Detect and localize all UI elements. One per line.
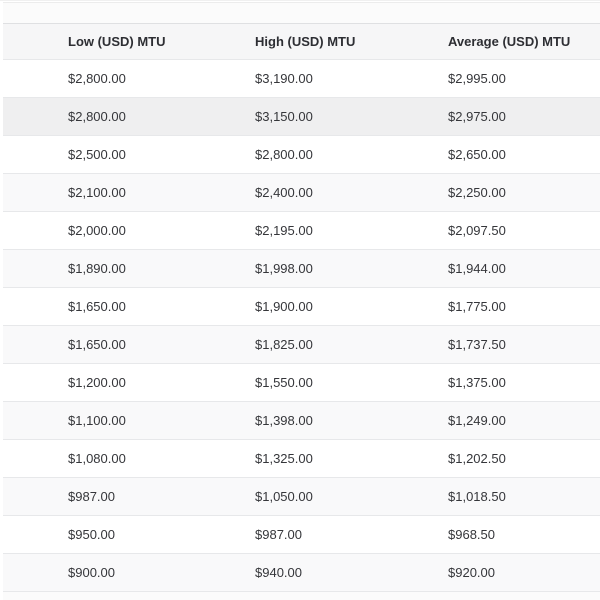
cell-average: $1,375.00: [448, 375, 506, 390]
table-row[interactable]: $1,200.00 $1,550.00 $1,375.00: [3, 364, 600, 402]
table-row[interactable]: $900.00 $940.00 $920.00: [3, 554, 600, 592]
cell-high: $1,825.00: [255, 337, 313, 352]
table-row[interactable]: $1,080.00 $1,325.00 $1,202.50: [3, 440, 600, 478]
cell-average: $1,775.00: [448, 299, 506, 314]
cell-average: $2,250.00: [448, 185, 506, 200]
cell-average: $1,249.00: [448, 413, 506, 428]
table-header-row: Low (USD) MTU High (USD) MTU Average (US…: [3, 23, 600, 60]
cell-average: $2,097.50: [448, 223, 506, 238]
cell-high: $987.00: [255, 527, 302, 542]
table-caption-strip: [3, 3, 600, 23]
cell-low: $2,000.00: [68, 223, 126, 238]
table-row[interactable]: $2,000.00 $2,195.00 $2,097.50: [3, 212, 600, 250]
cell-low: $1,200.00: [68, 375, 126, 390]
price-table-card: Low (USD) MTU High (USD) MTU Average (US…: [3, 2, 600, 600]
cell-low: $2,100.00: [68, 185, 126, 200]
column-header-high: High (USD) MTU: [255, 34, 356, 49]
cell-high: $2,195.00: [255, 223, 313, 238]
table-row[interactable]: $2,500.00 $2,800.00 $2,650.00: [3, 136, 600, 174]
table-body: $2,800.00 $3,190.00 $2,995.00 $2,800.00 …: [3, 60, 600, 592]
table-row[interactable]: $950.00 $987.00 $968.50: [3, 516, 600, 554]
cell-average: $968.50: [448, 527, 495, 542]
cell-low: $1,650.00: [68, 337, 126, 352]
cell-low: $1,890.00: [68, 261, 126, 276]
cell-low: $950.00: [68, 527, 115, 542]
cell-high: $1,900.00: [255, 299, 313, 314]
table-row[interactable]: $2,100.00 $2,400.00 $2,250.00: [3, 174, 600, 212]
cell-high: $2,800.00: [255, 147, 313, 162]
table-row[interactable]: $1,650.00 $1,900.00 $1,775.00: [3, 288, 600, 326]
cell-low: $2,500.00: [68, 147, 126, 162]
cell-average: $1,737.50: [448, 337, 506, 352]
cell-high: $1,398.00: [255, 413, 313, 428]
cell-high: $1,050.00: [255, 489, 313, 504]
cell-average: $2,975.00: [448, 109, 506, 124]
table-footer-strip: [3, 592, 600, 600]
table-row[interactable]: $1,650.00 $1,825.00 $1,737.50: [3, 326, 600, 364]
cell-high: $1,325.00: [255, 451, 313, 466]
table-row[interactable]: $987.00 $1,050.00 $1,018.50: [3, 478, 600, 516]
column-header-low: Low (USD) MTU: [68, 34, 166, 49]
cell-high: $3,190.00: [255, 71, 313, 86]
cell-average: $1,018.50: [448, 489, 506, 504]
cell-high: $2,400.00: [255, 185, 313, 200]
cell-average: $1,202.50: [448, 451, 506, 466]
cell-low: $900.00: [68, 565, 115, 580]
cell-average: $1,944.00: [448, 261, 506, 276]
cell-high: $1,998.00: [255, 261, 313, 276]
cell-low: $1,080.00: [68, 451, 126, 466]
cell-low: $1,650.00: [68, 299, 126, 314]
cell-high: $940.00: [255, 565, 302, 580]
cell-low: $987.00: [68, 489, 115, 504]
cell-high: $3,150.00: [255, 109, 313, 124]
table-row[interactable]: $2,800.00 $3,150.00 $2,975.00: [3, 98, 600, 136]
table-row[interactable]: $2,800.00 $3,190.00 $2,995.00: [3, 60, 600, 98]
cell-average: $2,995.00: [448, 71, 506, 86]
cell-high: $1,550.00: [255, 375, 313, 390]
cell-low: $2,800.00: [68, 71, 126, 86]
cell-average: $920.00: [448, 565, 495, 580]
table-row[interactable]: $1,890.00 $1,998.00 $1,944.00: [3, 250, 600, 288]
column-header-average: Average (USD) MTU: [448, 34, 571, 49]
cell-low: $1,100.00: [68, 413, 126, 428]
table-row[interactable]: $1,100.00 $1,398.00 $1,249.00: [3, 402, 600, 440]
cell-low: $2,800.00: [68, 109, 126, 124]
cell-average: $2,650.00: [448, 147, 506, 162]
page-top-divider: [0, 0, 600, 1]
